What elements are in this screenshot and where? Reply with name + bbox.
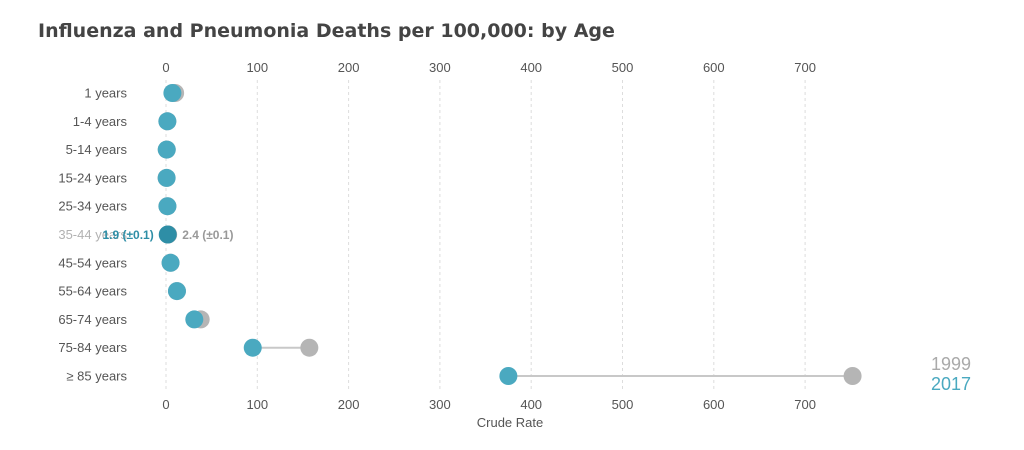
x-tick-top-500: 500 — [612, 60, 634, 75]
point-2017-5 — [158, 225, 177, 244]
x-tick-bottom-100: 100 — [246, 397, 268, 412]
point-1999-10 — [843, 367, 862, 385]
category-label-9: 75-84 years — [58, 340, 127, 355]
legend-1999: 1999 — [931, 354, 971, 374]
point-2017-6 — [161, 253, 180, 272]
category-label-3: 15-24 years — [58, 170, 127, 185]
point-2017-1 — [158, 112, 177, 131]
x-axis-title: Crude Rate — [477, 415, 543, 430]
x-tick-bottom-700: 700 — [794, 397, 816, 412]
point-2017-10 — [499, 367, 518, 385]
category-label-10: ≥ 85 years — [66, 369, 127, 384]
x-tick-top-0: 0 — [162, 60, 169, 75]
x-tick-bottom-500: 500 — [612, 397, 634, 412]
annotation-2017-label: 1.9 (±0.1) — [102, 228, 153, 242]
category-label-5: 35-44 years — [58, 227, 127, 242]
legend-2017: 2017 — [931, 374, 971, 394]
x-tick-bottom-200: 200 — [338, 397, 360, 412]
annotation-1999-label: 2.4 (±0.1) — [182, 228, 233, 242]
category-label-7: 55-64 years — [58, 284, 127, 299]
x-tick-top-300: 300 — [429, 60, 451, 75]
category-label-0: 1 years — [84, 86, 127, 101]
category-label-2: 5-14 years — [66, 142, 128, 157]
x-tick-bottom-400: 400 — [520, 397, 542, 412]
point-2017-7 — [167, 282, 186, 301]
category-label-6: 45-54 years — [58, 255, 127, 270]
x-tick-bottom-300: 300 — [429, 397, 451, 412]
point-2017-3 — [157, 168, 176, 187]
x-tick-top-200: 200 — [338, 60, 360, 75]
x-tick-bottom-0: 0 — [162, 397, 169, 412]
x-tick-top-400: 400 — [520, 60, 542, 75]
point-2017-0 — [163, 84, 182, 102]
x-tick-top-100: 100 — [246, 60, 268, 75]
point-2017-4 — [158, 197, 177, 216]
category-label-8: 65-74 years — [58, 312, 127, 327]
x-tick-top-700: 700 — [794, 60, 816, 75]
x-tick-top-600: 600 — [703, 60, 725, 75]
chart-title: Influenza and Pneumonia Deaths per 100,0… — [38, 20, 615, 42]
point-2017-9 — [243, 338, 262, 357]
point-1999-9 — [300, 338, 319, 357]
category-label-1: 1-4 years — [73, 114, 128, 129]
x-tick-bottom-600: 600 — [703, 397, 725, 412]
point-2017-8 — [185, 310, 204, 329]
point-2017-2 — [157, 140, 176, 159]
category-label-4: 25-34 years — [58, 199, 127, 214]
